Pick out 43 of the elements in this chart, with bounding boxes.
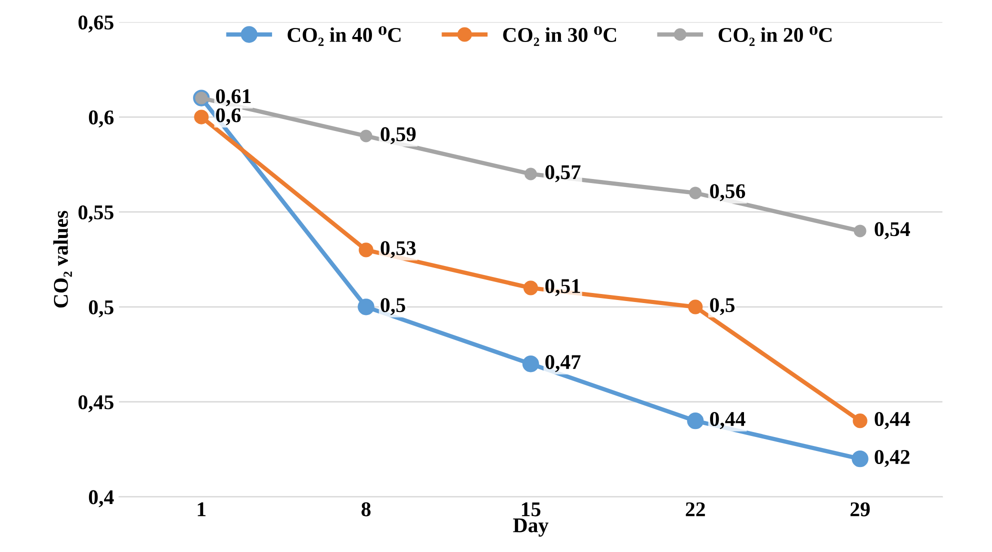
data-label: 0,53 [380,241,416,258]
y-tick-label: 0,65 [78,15,114,33]
x-tick-label: 8 [362,502,371,516]
point [852,414,868,428]
x-tick-label: 15 [522,502,540,516]
data-label: 0,57 [545,165,581,182]
y-tick-label: 0,45 [78,395,114,412]
point [360,130,372,142]
y-axis-title: CO₂ values [53,210,72,308]
point [358,242,374,258]
point [524,168,537,180]
y-tick-label: 0,6 [88,110,114,128]
point [689,186,702,200]
data-label: 0,44 [874,412,910,430]
data-label: 0,42 [874,450,910,468]
data-label: 0,61 [216,89,251,106]
y-tick-label: 0,55 [78,205,114,222]
point [687,412,704,430]
point [854,224,866,238]
x-tick-label: 22 [686,502,705,516]
point [194,110,209,124]
y-tick-label: 0,5 [88,300,114,318]
data-label: 0,5 [710,298,735,316]
y-tick-label: 0,4 [88,490,114,508]
point [522,356,540,372]
data-label: 0,54 [874,222,910,240]
legend-label: CO₂ in 30 ⁰C [503,26,616,46]
data-label: 0,47 [545,355,581,372]
legend-label: CO₂ in 40 ⁰C [288,26,401,46]
data-label: 0,6 [216,108,241,126]
x-tick-label: 29 [850,502,870,516]
point [852,450,868,468]
data-label: 0,59 [380,127,416,144]
legend-label: CO₂ in 20 ⁰C [718,26,832,46]
data-label: 0,5 [380,298,406,316]
x-tick-label: 1 [198,502,206,516]
x-axis-title: Day [513,518,548,537]
point [358,298,374,316]
data-label: 0,51 [545,279,580,296]
data-label: 0,56 [710,184,746,202]
point [523,280,538,296]
data-label: 0,44 [710,412,746,430]
point [688,300,703,314]
